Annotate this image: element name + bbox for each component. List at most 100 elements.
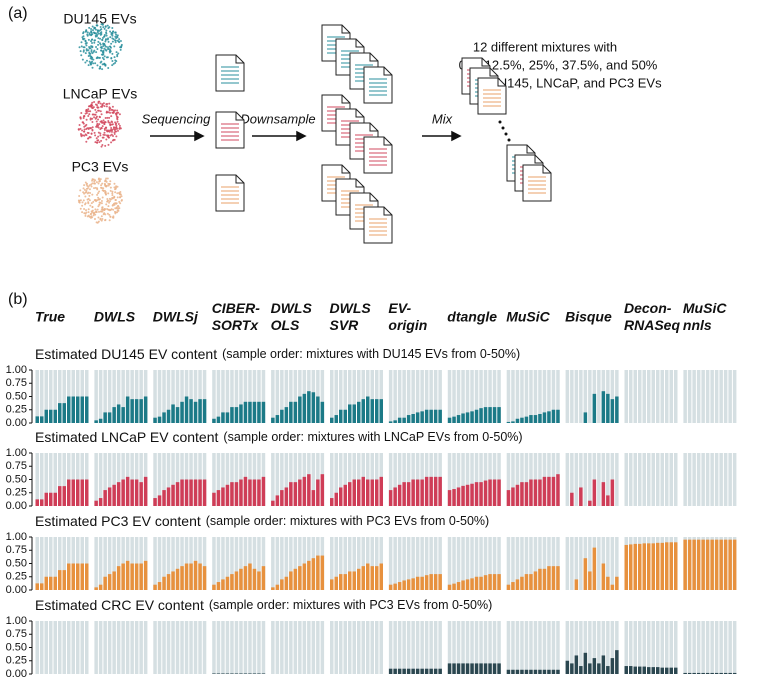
- bar-background: [298, 537, 302, 590]
- ev-dot: [110, 133, 113, 136]
- ev-dot: [103, 55, 106, 58]
- ev-dot: [108, 121, 111, 124]
- bar-background: [583, 621, 588, 674]
- ev-dot: [117, 52, 120, 55]
- bar-background: [674, 453, 678, 506]
- bar: [492, 407, 497, 423]
- bar: [424, 575, 429, 590]
- y-tick-label: 0.00: [6, 584, 27, 596]
- bar: [302, 393, 307, 423]
- bar-background: [343, 453, 347, 506]
- bar: [339, 487, 343, 506]
- ev-dot: [97, 205, 100, 208]
- bar-background: [579, 537, 583, 590]
- bar-background: [35, 621, 39, 674]
- ev-dot: [108, 116, 111, 119]
- bar: [225, 673, 230, 674]
- bar-background: [98, 621, 103, 674]
- bar-background: [393, 621, 397, 674]
- bar-background: [202, 537, 207, 590]
- bar: [547, 669, 551, 674]
- ev-dot: [115, 51, 118, 54]
- ev-dot: [91, 211, 94, 214]
- bar: [438, 574, 442, 590]
- title: Estimated CRC EV content: [35, 597, 204, 613]
- bar-background: [479, 621, 483, 674]
- bar: [542, 669, 547, 674]
- ev-dot: [109, 36, 112, 39]
- bar-background: [366, 621, 370, 674]
- bar: [289, 571, 293, 590]
- bar-background: [483, 621, 488, 674]
- bar: [515, 669, 520, 674]
- bar-background: [348, 453, 352, 506]
- bar: [506, 421, 511, 423]
- method-header: CIBER-: [212, 300, 261, 316]
- bar: [483, 663, 488, 674]
- method-header: Bisque: [565, 309, 612, 325]
- ev-dot: [115, 135, 118, 138]
- bar: [239, 568, 243, 590]
- ev-dot: [116, 209, 119, 212]
- bar: [524, 482, 529, 506]
- ev-dot: [91, 205, 94, 208]
- ev-dot: [116, 39, 119, 42]
- bar-background: [103, 621, 107, 674]
- ev-dot: [97, 43, 100, 46]
- bar-background: [171, 621, 175, 674]
- ev-dot: [98, 141, 101, 144]
- bar: [284, 407, 289, 423]
- ev-dot: [99, 43, 102, 46]
- bar-background: [479, 370, 483, 423]
- bar-background: [112, 621, 116, 674]
- ev-cloud: [77, 177, 123, 224]
- bar: [629, 666, 633, 674]
- bar-background: [330, 370, 334, 423]
- bar-background: [732, 370, 737, 423]
- bar-background: [202, 621, 207, 674]
- ev-dot: [96, 208, 99, 211]
- bar: [647, 667, 651, 674]
- ev-dot: [86, 109, 89, 112]
- source-label: LNCaP EVs: [63, 86, 137, 102]
- ev-dot: [84, 214, 87, 217]
- bar-background: [40, 537, 44, 590]
- bar-background: [483, 453, 488, 506]
- ev-dot: [116, 55, 119, 58]
- bar-background: [289, 621, 293, 674]
- bar: [94, 420, 98, 423]
- bar-background: [284, 537, 289, 590]
- ev-dot: [103, 182, 106, 185]
- ev-dot: [88, 188, 91, 191]
- bar-background: [651, 370, 655, 423]
- document-fold: [341, 165, 350, 174]
- bar: [275, 584, 280, 590]
- bar-background: [719, 621, 723, 674]
- ev-dot: [93, 131, 96, 134]
- source-label: DU145 EVs: [63, 11, 136, 27]
- bar: [456, 487, 461, 506]
- bar: [157, 416, 162, 423]
- bar-background: [216, 370, 221, 423]
- ev-dot: [98, 198, 101, 201]
- bar: [452, 489, 456, 506]
- bar: [193, 479, 198, 506]
- bar-background: [547, 537, 551, 590]
- bar: [492, 574, 497, 590]
- ev-dot: [104, 126, 107, 129]
- method-header: DWLS: [271, 300, 313, 316]
- bar: [375, 399, 379, 423]
- ev-dot: [120, 195, 123, 198]
- bar: [497, 574, 501, 590]
- ev-dot: [84, 112, 87, 115]
- document-fold: [526, 145, 535, 154]
- bar-background: [357, 537, 361, 590]
- bar: [483, 407, 488, 423]
- bar: [533, 479, 538, 506]
- ev-dot: [116, 118, 119, 121]
- bar: [311, 490, 316, 506]
- bar: [533, 669, 538, 674]
- subtitle: (sample order: mixtures with DU145 EVs f…: [222, 347, 520, 361]
- ev-dot: [106, 197, 109, 200]
- ev-dot: [118, 38, 121, 41]
